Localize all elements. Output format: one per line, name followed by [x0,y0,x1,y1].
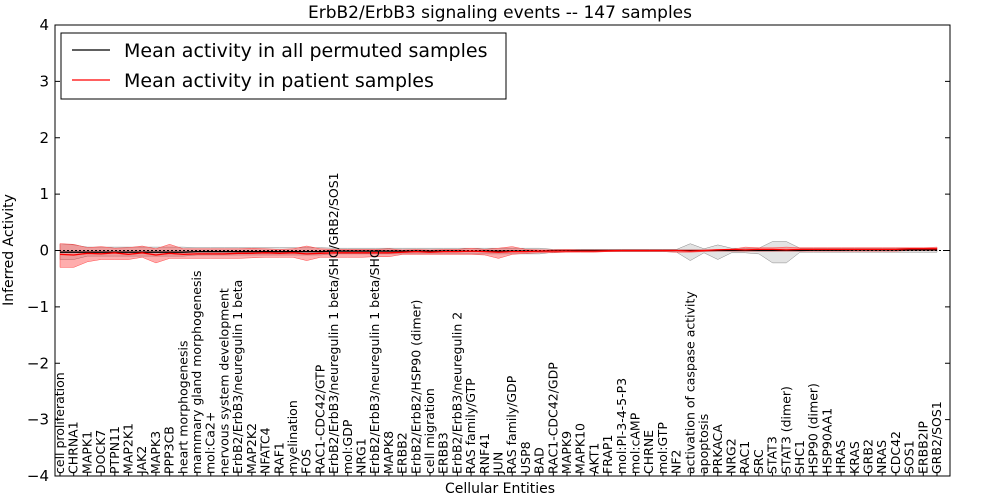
legend-label-permuted: Mean activity in all permuted samples [124,40,487,62]
x-tick-label: cell proliferation [52,372,67,474]
y-tick-label: 3 [39,72,49,90]
legend: Mean activity in all permuted samples Me… [60,32,507,100]
x-tick-label: RAC1-CDC42/GTP [312,364,327,474]
x-tick-label: STAT3 [765,436,780,474]
x-tick-label: FRAP1 [600,435,615,474]
x-tick-label: MAP2K1 [121,423,136,474]
y-tick-label: −1 [27,298,49,316]
x-tick-label: MAPK8 [381,431,396,474]
x-tick-label: mol:GDP [340,419,355,474]
x-tick-label: PTPN11 [107,426,122,474]
x-tick-label: mol:cAMP [628,412,643,474]
x-tick-label: JUN [491,452,506,475]
x-tick-label: NRG1 [354,438,369,474]
x-tick-label: mammary gland morphogenesis [189,271,204,474]
x-tick-label: NRAS [874,440,889,474]
x-tick-label: BAD [532,447,547,474]
x-tick-label: USP8 [518,441,533,474]
x-tick-label: FOS [299,449,314,474]
x-tick-label: CHRNE [641,430,656,474]
x-tick-label: GRB2 [861,439,876,474]
x-tick-label: DOCK7 [93,430,108,474]
x-tick-label: myelination [285,400,300,474]
x-tick-label: MAPK10 [573,423,588,474]
x-tick-label: NF2 [669,450,684,475]
x-tick-label: ErbB2/ErbB2/HSP90 (dimer) [408,300,423,474]
x-tick-label: SHC1 [792,440,807,474]
plot-area-frame [54,24,951,477]
x-tick-label: GRB2/SOS1 [929,401,944,474]
x-tick-label: RAS family/GTP [463,378,478,474]
x-tick-label: ErbB2/ErbB3/neuregulin 2 [449,312,464,474]
x-tick-label: MAPK3 [148,431,163,474]
x-tick-label: SOS1 [902,440,917,474]
x-tick-label: MAPK1 [79,431,94,474]
y-tick-label: −2 [27,354,49,372]
x-tick-label: SRC [751,449,766,474]
legend-box [60,32,507,100]
x-tick-label: HSP90AA1 [819,408,834,474]
series-line-permuted [60,249,937,253]
x-tick-label: RNF41 [477,433,492,474]
x-tick-label: mol:Ca2+ [203,412,218,474]
x-tick-label: MAPK9 [559,431,574,474]
x-tick-label: mol:PI-3-4-5-P3 [614,378,629,474]
y-axis-label: Inferred Activity [1,194,17,306]
x-tick-label: MAP2K2 [244,423,259,474]
series-line-patient [59,248,937,256]
y-tick-label: 4 [39,16,49,34]
x-tick-label: AKT1 [586,443,601,474]
x-tick-label: NRG2 [724,438,739,474]
x-tick-label: activation of caspase activity [682,291,697,474]
y-tick-label: −4 [27,467,49,485]
x-tick-label: KRAS [847,441,862,474]
x-tick-label: ErbB2/ErbB3/neuregulin 1 beta/SHC [367,249,382,474]
x-tick-label: PPP3CB [162,426,177,474]
x-axis-label: Cellular Entities [445,481,555,497]
y-tick-label: −3 [27,411,49,429]
x-tick-label: nervous system development [216,288,231,474]
x-tick-label: HRAS [833,440,848,474]
y-tick-label: 1 [39,185,49,203]
x-tick-label: cell migration [422,388,437,474]
y-tick-label: 0 [39,242,49,260]
x-tick-label: RAC1 [737,441,752,474]
x-tick-label: HSP90 (dimer) [806,383,821,474]
chart-title: ErbB2/ErbB3 signaling events -- 147 samp… [308,3,692,23]
x-tick-label: apoptosis [696,414,711,474]
x-tick-label: RAC1-CDC42/GDP [545,362,560,474]
y-tick-label: 2 [39,129,49,147]
legend-label-patient: Mean activity in patient samples [124,70,434,92]
x-tick-label: ErbB2/ErbB3/neuregulin 1 beta [230,280,245,474]
x-tick-label: mol:GTP [655,422,670,474]
x-tick-label: ERBB3 [436,432,451,474]
x-tick-label: heart morphogenesis [175,341,190,475]
x-tick-label: CHRNA1 [66,421,81,474]
x-tick-label: NFATC4 [258,427,273,474]
x-tick-label: ErbB2/ErbB3/neuregulin 1 beta/SHC/GRB2/S… [326,172,341,474]
x-tick-label: ERBB2 [395,432,410,474]
x-tick-label: PRKACA [710,424,725,474]
x-tick-label: JAK2 [134,446,149,475]
x-tick-label: STAT3 (dimer) [778,386,793,474]
x-tick-label: ERBB2IP [915,421,930,474]
x-tick-label: RAS family/GDP [504,375,519,474]
x-tick-label: CDC42 [888,431,903,474]
x-tick-label: RAF1 [271,442,286,474]
